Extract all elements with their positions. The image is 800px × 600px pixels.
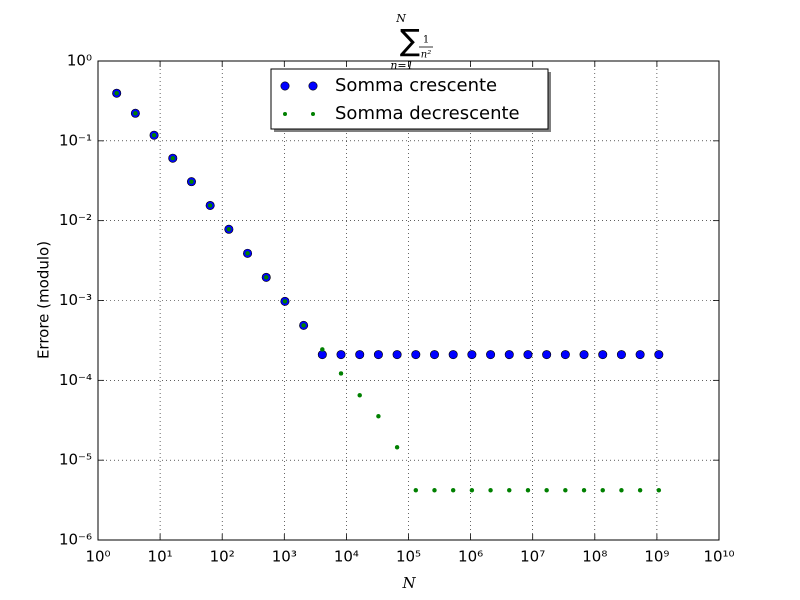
y-tick-label: 10⁻¹ xyxy=(59,131,92,149)
title-sum: ∑ xyxy=(400,24,420,59)
plot-frame xyxy=(97,60,720,541)
y-tick-label: 10⁻⁵ xyxy=(59,451,92,469)
data-point xyxy=(619,487,624,493)
y-tick-label: 10⁰ xyxy=(67,52,92,70)
data-point xyxy=(357,393,362,398)
data-point xyxy=(488,487,493,493)
data-point xyxy=(544,487,549,493)
data-point xyxy=(507,487,512,493)
title-numerator: 1 xyxy=(423,35,429,46)
data-point xyxy=(411,350,421,360)
data-point xyxy=(282,299,288,304)
data-point xyxy=(525,487,531,493)
data-point xyxy=(376,413,381,419)
data-point xyxy=(263,275,269,280)
series xyxy=(114,90,662,493)
y-tick-label: 10⁻⁶ xyxy=(59,531,92,549)
x-tick-label: 10² xyxy=(210,548,235,566)
data-point xyxy=(637,487,643,493)
x-tick-label: 10⁸ xyxy=(582,548,607,566)
data-point xyxy=(581,487,587,493)
data-point xyxy=(413,487,419,493)
data-point xyxy=(432,487,437,493)
data-point xyxy=(450,487,456,493)
y-axis-label: Errore (modulo) xyxy=(35,241,53,359)
data-point xyxy=(301,323,306,328)
data-point xyxy=(114,90,119,96)
legend: Somma crescente Somma decrescente xyxy=(270,68,551,132)
legend-label: Somma decrescente xyxy=(335,103,520,124)
legend-marker xyxy=(308,81,318,91)
x-tick-label: 10⁵ xyxy=(396,548,421,566)
title-upper: N xyxy=(395,12,406,25)
data-point xyxy=(504,350,514,360)
data-point xyxy=(598,350,608,360)
x-tick-label: 10⁶ xyxy=(458,548,483,566)
data-point xyxy=(469,487,475,493)
data-point xyxy=(245,251,250,256)
data-point xyxy=(579,350,589,360)
y-tick-label: 10⁻⁴ xyxy=(59,371,92,389)
x-tick-label: 10⁴ xyxy=(334,548,359,566)
data-point xyxy=(133,111,138,116)
data-point xyxy=(355,350,365,360)
data-point xyxy=(320,347,325,352)
legend-marker xyxy=(280,81,290,91)
data-point xyxy=(486,350,496,360)
data-point xyxy=(338,371,344,376)
data-point xyxy=(523,350,533,360)
data-point xyxy=(189,179,194,184)
data-point xyxy=(616,350,626,360)
legend-marker xyxy=(311,112,315,116)
data-point xyxy=(635,350,645,360)
legend-box xyxy=(270,68,549,130)
data-point xyxy=(654,350,664,360)
x-tick-label: 10⁰ xyxy=(85,548,110,566)
data-point xyxy=(467,350,477,360)
data-point xyxy=(448,350,458,360)
data-point xyxy=(429,350,439,360)
x-tick-label: 10³ xyxy=(272,548,297,566)
x-axis-label: N xyxy=(401,574,416,592)
data-point xyxy=(226,227,232,232)
data-point xyxy=(563,487,568,493)
x-tick-label: 10⁷ xyxy=(520,548,545,566)
series xyxy=(112,88,664,360)
legend-label: Somma crescente xyxy=(335,75,497,96)
title-denominator: n² xyxy=(421,50,431,61)
data-point xyxy=(600,487,605,493)
data-point xyxy=(542,350,552,360)
data-point xyxy=(394,445,400,450)
data-point xyxy=(207,203,213,208)
data-point xyxy=(656,487,662,493)
data-point xyxy=(170,155,176,161)
y-tick-label: 10⁻³ xyxy=(59,291,92,309)
x-tick-label: 10⁹ xyxy=(644,548,669,566)
y-tick-label: 10⁻² xyxy=(59,211,92,229)
data-point xyxy=(336,350,346,360)
legend-marker xyxy=(283,112,287,116)
data-point xyxy=(151,132,157,138)
data-point xyxy=(373,350,383,360)
data-point xyxy=(560,350,570,360)
data-point xyxy=(317,350,327,360)
data-point xyxy=(392,350,402,360)
x-tick-label: 10¹⁰ xyxy=(703,548,734,566)
x-tick-label: 10¹ xyxy=(148,548,173,566)
